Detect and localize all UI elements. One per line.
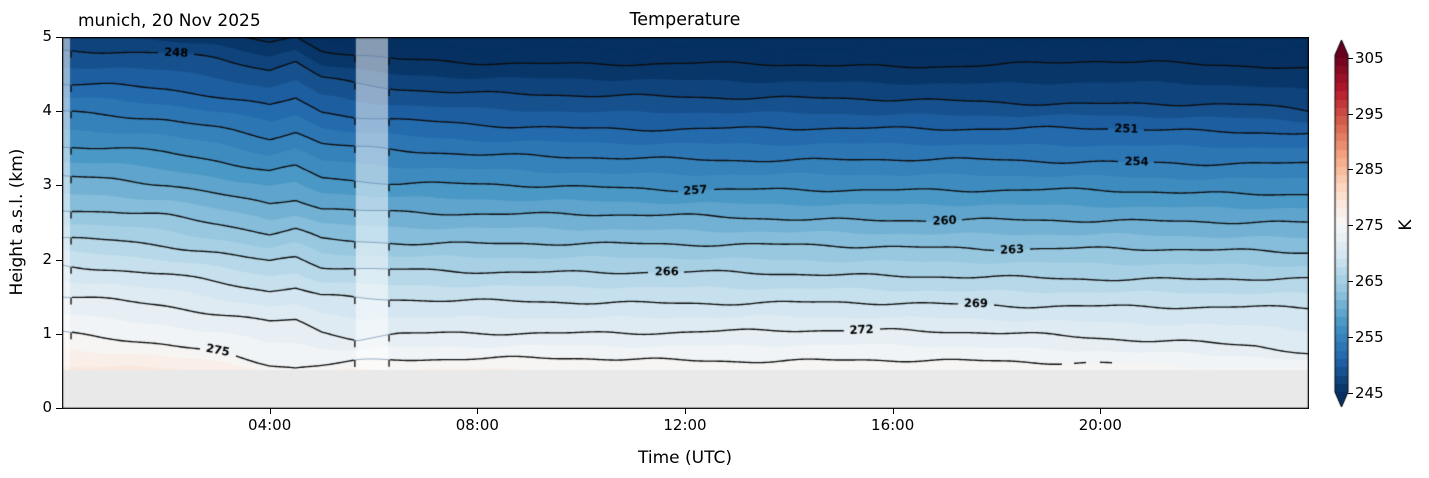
x-axis-tick-label: 08:00 xyxy=(455,416,499,434)
x-axis-label: Time (UTC) xyxy=(638,448,732,468)
y-axis-tick-label: 2 xyxy=(42,249,52,268)
y-axis-tick xyxy=(56,408,62,409)
colorbar-tick xyxy=(1348,336,1353,338)
colorbar-tick-label: 285 xyxy=(1355,160,1384,179)
colorbar-tick-label: 255 xyxy=(1355,327,1384,346)
y-axis-tick xyxy=(56,259,62,261)
colorbar-tick xyxy=(1348,57,1353,59)
y-axis-tick-label: 0 xyxy=(42,398,52,416)
colorbar-tick-label: 245 xyxy=(1355,383,1384,402)
colorbar-tick xyxy=(1348,392,1353,394)
x-axis-tick xyxy=(685,408,686,414)
colorbar-tick xyxy=(1348,225,1353,227)
y-axis-tick-label: 4 xyxy=(42,101,52,120)
y-axis-tick xyxy=(56,37,62,38)
x-axis-tick-label: 20:00 xyxy=(1078,416,1122,434)
x-axis-tick xyxy=(477,408,479,414)
chart-title: Temperature xyxy=(629,10,741,30)
x-axis-tick xyxy=(269,408,271,414)
y-axis-tick-label: 1 xyxy=(42,323,52,342)
x-axis-tick-label: 04:00 xyxy=(248,416,292,434)
x-axis-tick xyxy=(1100,408,1102,414)
y-axis-tick-label: 3 xyxy=(42,175,52,194)
colorbar-tick xyxy=(1348,113,1353,115)
x-axis-tick-label: 16:00 xyxy=(871,416,915,434)
colorbar-tick-label: 265 xyxy=(1355,271,1384,290)
y-axis-tick xyxy=(56,333,62,335)
colorbar-tick xyxy=(1348,169,1353,171)
y-axis-tick xyxy=(56,185,62,187)
colorbar-canvas xyxy=(1330,36,1364,414)
colorbar-tick-label: 305 xyxy=(1355,48,1384,67)
colorbar-tick xyxy=(1348,280,1353,282)
x-axis-tick-label: 12:00 xyxy=(663,416,707,434)
subtitle-station-date: munich, 20 Nov 2025 xyxy=(78,11,261,31)
colorbar-unit-label: K xyxy=(1396,219,1416,231)
colorbar-tick-label: 295 xyxy=(1355,104,1384,123)
y-axis-tick xyxy=(56,111,62,113)
y-axis-label: Height a.s.l. (km) xyxy=(7,148,27,296)
colorbar-tick-label: 275 xyxy=(1355,216,1384,235)
contour-plot-canvas xyxy=(62,37,1309,409)
x-axis-tick xyxy=(892,408,894,414)
y-axis-tick-label: 5 xyxy=(42,27,52,45)
